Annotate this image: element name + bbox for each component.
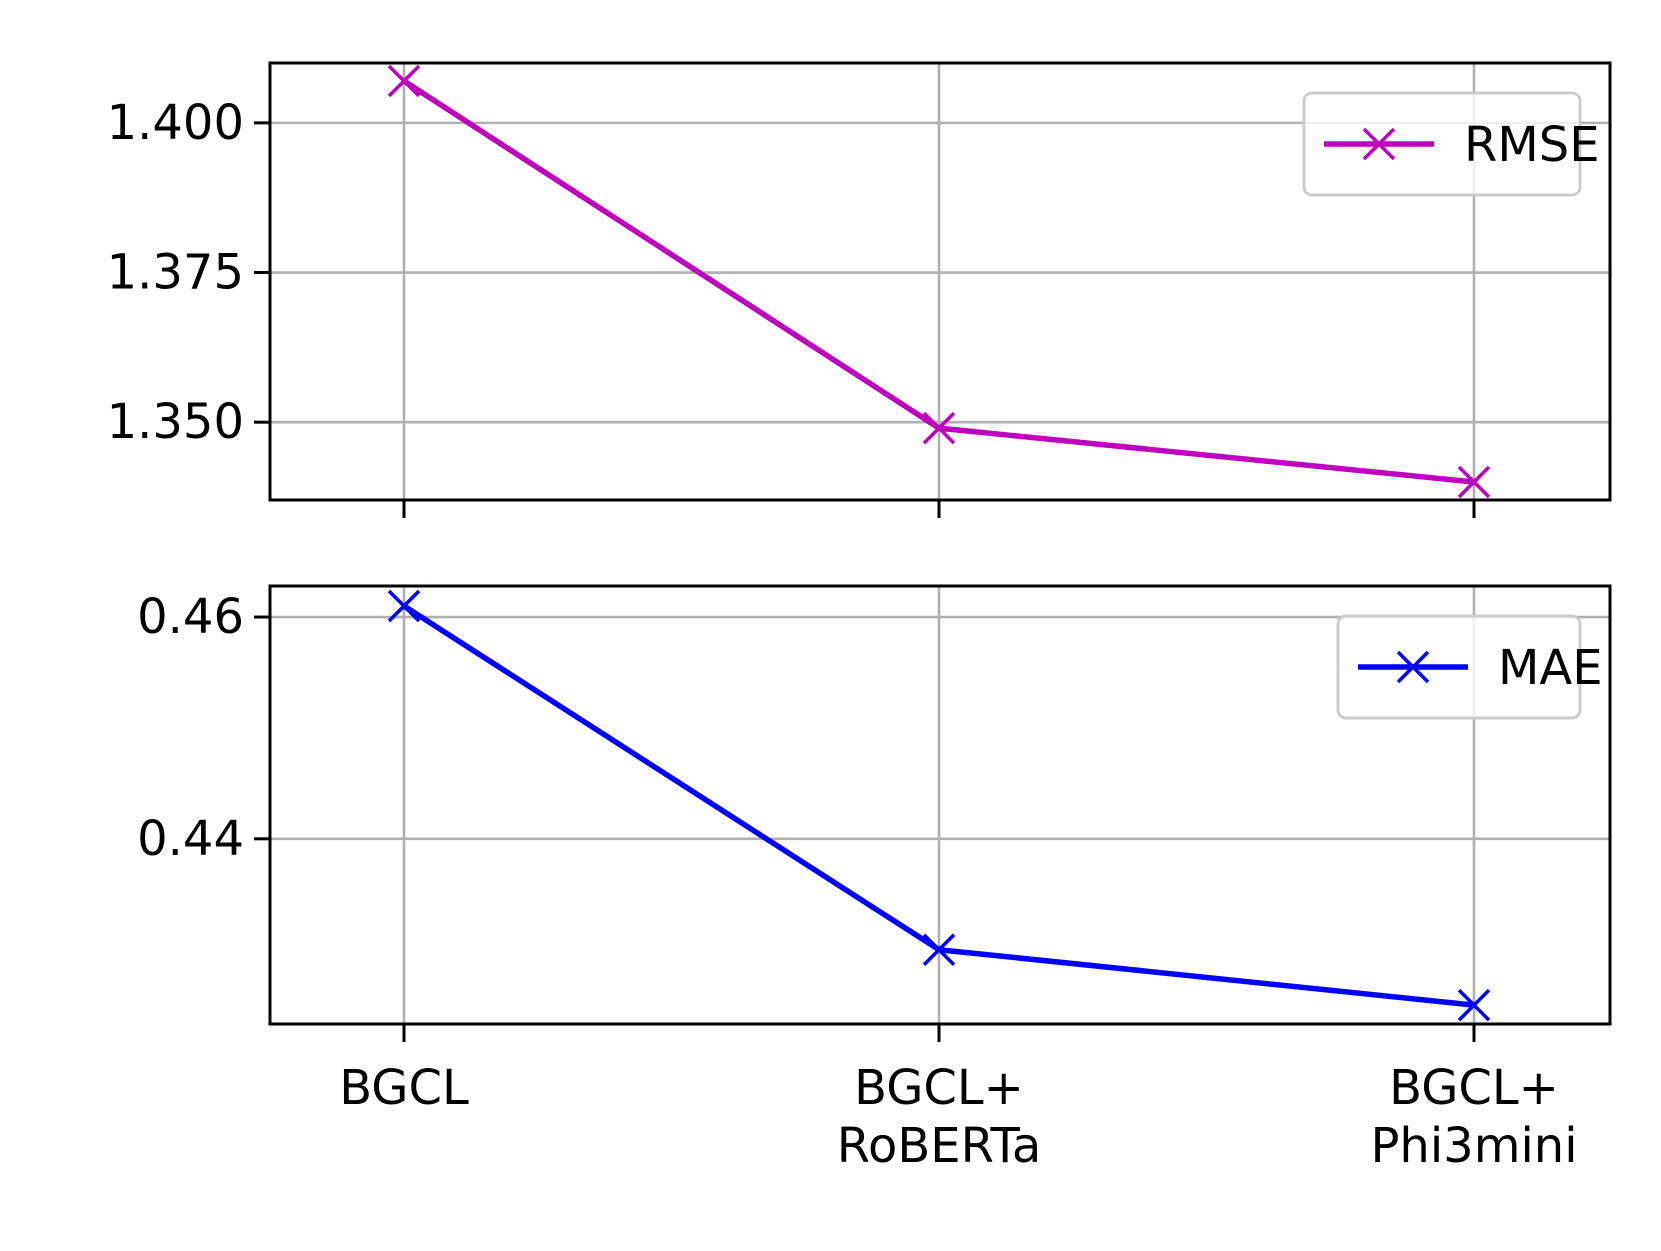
x-tick-label: BGCL+ Phi3mini [1370,1060,1577,1174]
data-point-marker [1457,465,1491,499]
y-tick-label: 1.400 [107,95,244,151]
y-tick-label: 0.44 [137,811,244,867]
data-point-marker [922,411,956,445]
legend-marker [1396,650,1430,684]
x-tick-label-line: BGCL+ [1389,1060,1559,1116]
marker-stroke [922,411,956,445]
legend-label-mae: MAE [1498,640,1603,696]
legend-label-rmse: RMSE [1464,117,1600,173]
plot-frame [268,584,1612,1026]
legend: RMSE [1302,91,1600,197]
marker-stroke [1396,650,1430,684]
marker-stroke [1457,988,1491,1022]
marker-stroke [387,589,421,623]
marker-stroke [387,64,421,98]
data-point-marker [387,64,421,98]
x-tick-label-line: RoBERTa [837,1118,1041,1174]
x-tick-label-line: BGCL+ [854,1060,1024,1116]
plot-frame [268,61,1612,502]
x-tick-label: BGCL [339,1060,469,1116]
marker-stroke [922,933,956,966]
subplot-1: 1.350 1.375 1.400 RMSE [107,61,1612,518]
y-tick-label: 1.375 [107,245,244,301]
data-point-marker [922,933,956,966]
data-point-marker [1457,988,1491,1022]
x-tick-label-line: Phi3mini [1370,1118,1577,1174]
x-tick-label-line: BGCL [339,1060,469,1116]
data-point-marker [387,589,421,623]
legend-box [1302,91,1582,197]
y-tick-label: 1.350 [107,394,244,450]
legend: MAE [1336,614,1603,720]
marker-stroke [1457,465,1491,499]
x-tick-label: BGCL+ RoBERTa [837,1060,1041,1174]
y-tick-label: 0.46 [137,589,244,645]
legend-marker [1362,127,1396,161]
marker-stroke [1362,127,1396,161]
